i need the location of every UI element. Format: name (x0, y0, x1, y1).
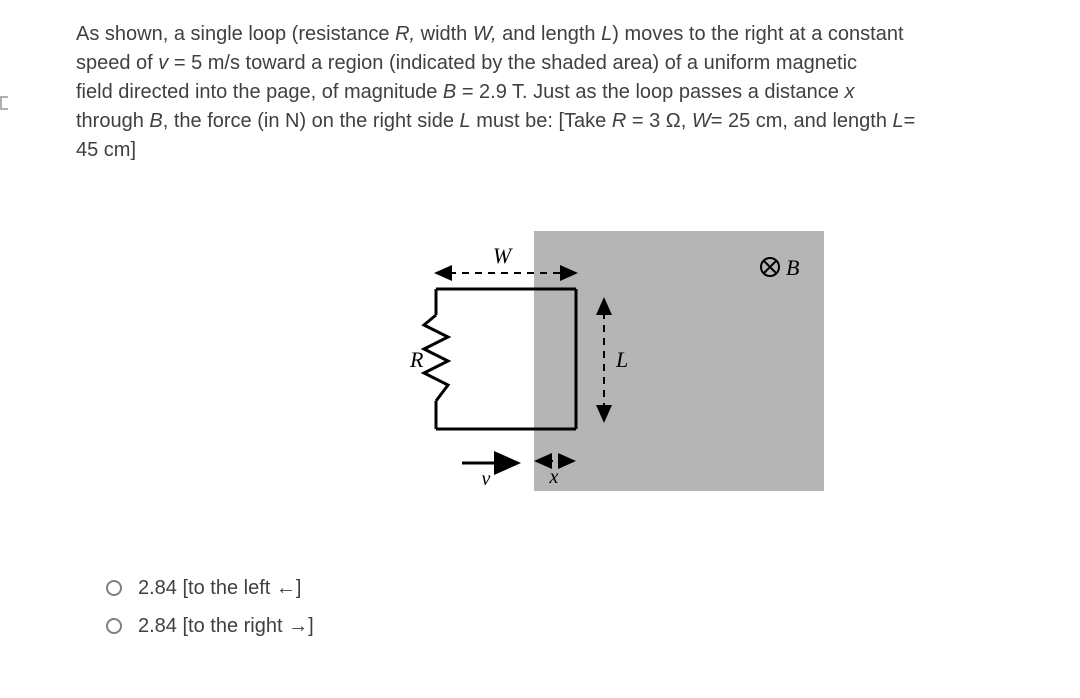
q-text: field directed into the page, of magnitu… (76, 81, 443, 103)
q-var-R2: R (612, 110, 626, 132)
q-text: width (415, 23, 473, 45)
answer-option-1[interactable]: 2.84 [to the left ←] (106, 571, 1020, 605)
answer-label: 2.84 [to the left ←] (138, 577, 301, 600)
q-text: As shown, a single loop (resistance (76, 23, 395, 45)
q-var-W2: W (692, 110, 711, 132)
q-text: = 5 m/s toward a region (indicated by th… (168, 52, 857, 74)
question-text: As shown, a single loop (resistance R, w… (76, 20, 1020, 165)
answer-label: 2.84 [to the right →] (138, 615, 314, 637)
velocity-arrow: v (462, 463, 518, 490)
q-text: = 3 Ω, (626, 110, 692, 132)
label-R: R (409, 347, 424, 372)
q-var-L2: L (460, 110, 471, 132)
label-L: L (615, 347, 628, 372)
q-text: through (76, 110, 149, 132)
q-var-x: x (844, 81, 854, 103)
resistor-icon (424, 315, 448, 401)
q-text: = (904, 110, 916, 132)
q-var-B2: B (149, 110, 162, 132)
radio-icon[interactable] (106, 580, 122, 596)
q-text: = 25 cm, and length (711, 110, 893, 132)
q-text: 45 cm] (76, 139, 136, 161)
answer-list: 2.84 [to the left ←] 2.84 [to the right … (106, 571, 1020, 637)
label-B: B (786, 255, 799, 280)
q-var-L: L (601, 23, 612, 45)
label-v: v (482, 468, 491, 490)
q-text: = 2.9 T. Just as the loop passes a dista… (456, 81, 844, 103)
q-text: speed of (76, 52, 158, 74)
radio-icon[interactable] (106, 618, 122, 634)
q-text: ) moves to the right at a constant (612, 23, 903, 45)
page: As shown, a single loop (resistance R, w… (0, 0, 1080, 637)
label-x: x (549, 466, 559, 488)
q-var-W: W, (473, 23, 497, 45)
figure-svg: B W R (316, 185, 842, 533)
q-text: and length (497, 23, 602, 45)
label-W: W (493, 243, 513, 268)
q-var-L3: L (893, 110, 904, 132)
q-var-R: R, (395, 23, 415, 45)
q-text: , the force (in N) on the right side (163, 110, 460, 132)
q-text: must be: [Take (471, 110, 612, 132)
answer-option-2[interactable]: 2.84 [to the right →] (106, 615, 1020, 637)
left-edge-mark (0, 96, 8, 110)
figure: B W R (316, 185, 842, 533)
q-var-v: v (158, 52, 168, 74)
q-var-B: B (443, 81, 456, 103)
